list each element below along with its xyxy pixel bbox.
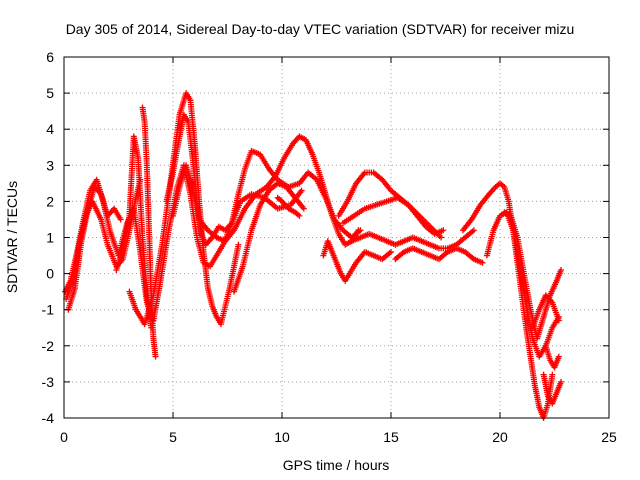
y-tick-label: 3 — [46, 157, 54, 173]
series-track — [501, 209, 565, 342]
series-track — [529, 292, 562, 331]
data-point — [296, 212, 303, 219]
x-axis-label: GPS time / hours — [283, 457, 390, 473]
series-track — [170, 133, 362, 248]
y-tick-label: 5 — [46, 85, 54, 101]
data-point — [355, 227, 362, 234]
y-tick-label: 0 — [46, 266, 54, 282]
y-tick-label: 4 — [46, 121, 54, 137]
y-tick-label: -4 — [42, 410, 55, 426]
data-point — [555, 353, 562, 360]
data-point — [152, 353, 159, 360]
data-point — [555, 317, 562, 324]
series-track — [348, 227, 477, 252]
x-tick-label: 5 — [169, 429, 177, 445]
y-tick-label: 6 — [46, 49, 54, 65]
data-point — [470, 227, 477, 234]
data-point — [117, 216, 124, 223]
series-track — [139, 104, 159, 360]
data-point — [440, 227, 447, 234]
data-point — [479, 259, 486, 266]
data-point — [300, 205, 307, 212]
data-point — [558, 266, 565, 273]
axis-ticks — [63, 56, 610, 419]
series-track — [231, 180, 307, 295]
data-point — [558, 378, 565, 385]
y-tick-label: 2 — [46, 193, 54, 209]
series-track — [540, 371, 565, 407]
series-track — [392, 245, 486, 266]
series-track — [65, 183, 124, 313]
x-tick-label: 0 — [60, 429, 68, 445]
y-tick-label: -1 — [42, 302, 55, 318]
x-tick-label: 10 — [274, 429, 290, 445]
data-point — [235, 241, 242, 248]
data-point — [549, 371, 556, 378]
data-point — [298, 187, 305, 194]
series-track — [274, 194, 303, 219]
y-tick-label: 1 — [46, 230, 54, 246]
series-track — [340, 194, 445, 241]
x-tick-label: 15 — [383, 429, 399, 445]
grid-lines — [64, 57, 609, 418]
data-point — [438, 234, 445, 241]
y-tick-label: -2 — [42, 338, 55, 354]
chart-title: Day 305 of 2014, Sidereal Day-to-day VTE… — [66, 21, 575, 37]
data-points — [62, 90, 565, 421]
series-track — [483, 209, 562, 360]
data-point — [388, 248, 394, 255]
axis-tick-labels: 0 5 10 15 20 25 -4 -3 -2 -1 0 1 2 3 4 5 6 — [42, 49, 617, 445]
series-track — [320, 238, 394, 284]
y-tick-label: -3 — [42, 374, 55, 390]
x-tick-label: 20 — [492, 429, 508, 445]
series-track — [542, 342, 562, 371]
x-tick-label: 25 — [601, 429, 617, 445]
series-track — [113, 133, 155, 331]
y-axis-label: SDTVAR / TECUs — [4, 181, 20, 293]
